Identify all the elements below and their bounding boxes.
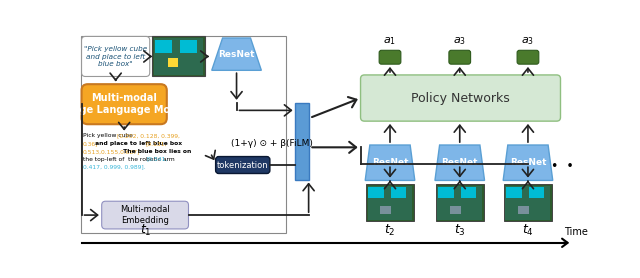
FancyBboxPatch shape xyxy=(360,75,561,121)
Bar xyxy=(368,187,384,198)
Text: 0.513,0.155,0.687]: 0.513,0.155,0.687] xyxy=(83,149,141,154)
Bar xyxy=(154,38,204,75)
Text: tokenization: tokenization xyxy=(217,160,269,170)
FancyBboxPatch shape xyxy=(517,50,539,64)
Text: $a_3$: $a_3$ xyxy=(522,35,534,47)
Text: 0.417, 0.999, 0.989].: 0.417, 0.999, 0.989]. xyxy=(83,164,146,169)
FancyBboxPatch shape xyxy=(216,157,270,173)
Bar xyxy=(506,186,550,220)
Text: ResNet: ResNet xyxy=(509,158,546,167)
Text: $t_1$: $t_1$ xyxy=(140,223,152,238)
FancyBboxPatch shape xyxy=(449,50,470,64)
Text: Time: Time xyxy=(564,227,588,237)
Polygon shape xyxy=(212,38,261,70)
Bar xyxy=(180,39,197,53)
Bar xyxy=(152,36,205,76)
Polygon shape xyxy=(435,145,484,180)
Text: •  •: • • xyxy=(550,160,573,173)
Text: [0.202, 0.128, 0.399,: [0.202, 0.128, 0.399, xyxy=(117,133,180,138)
Text: The blue box lies on: The blue box lies on xyxy=(121,149,191,154)
Text: 0.36]: 0.36] xyxy=(83,141,99,146)
Bar xyxy=(296,103,309,180)
Bar xyxy=(380,206,391,214)
Bar xyxy=(367,186,412,220)
FancyBboxPatch shape xyxy=(81,36,150,76)
Text: "Pick yellow cube
and place to left
blue box": "Pick yellow cube and place to left blue… xyxy=(84,46,147,66)
Text: $a_1$: $a_1$ xyxy=(383,35,397,47)
Text: the top-left of  the robotic arm: the top-left of the robotic arm xyxy=(83,157,175,162)
FancyBboxPatch shape xyxy=(102,201,189,229)
Text: Multi-modal
Embedding: Multi-modal Embedding xyxy=(120,205,170,225)
Text: $t_3$: $t_3$ xyxy=(454,223,466,238)
Bar xyxy=(506,187,522,198)
Text: $t_2$: $t_2$ xyxy=(384,223,396,238)
FancyBboxPatch shape xyxy=(379,50,401,64)
Bar xyxy=(461,187,476,198)
Bar xyxy=(438,187,454,198)
Text: Policy Networks: Policy Networks xyxy=(411,91,510,105)
Bar xyxy=(436,184,484,221)
Text: $t_4$: $t_4$ xyxy=(522,223,534,238)
Bar xyxy=(155,39,172,53)
Text: ResNet: ResNet xyxy=(372,158,408,167)
Bar xyxy=(504,184,552,221)
Bar xyxy=(529,187,544,198)
Bar xyxy=(366,184,414,221)
Text: $a_3$: $a_3$ xyxy=(453,35,467,47)
Text: [0.541,: [0.541, xyxy=(147,157,168,162)
Polygon shape xyxy=(365,145,415,180)
FancyBboxPatch shape xyxy=(81,84,167,124)
Bar xyxy=(391,187,406,198)
Bar xyxy=(450,206,461,214)
Bar xyxy=(81,36,286,233)
Text: (1+γ) ⊙ + β(FiLM): (1+γ) ⊙ + β(FiLM) xyxy=(231,139,313,148)
Text: ResNet: ResNet xyxy=(218,50,255,59)
Bar xyxy=(437,186,482,220)
Text: ResNet: ResNet xyxy=(442,158,478,167)
Text: [0.131,: [0.131, xyxy=(145,141,166,146)
Text: and place to left blue box: and place to left blue box xyxy=(93,141,182,146)
Bar xyxy=(168,58,179,67)
Polygon shape xyxy=(503,145,553,180)
Bar xyxy=(518,206,529,214)
Text: Multi-modal
Large Language Model: Multi-modal Large Language Model xyxy=(61,93,187,115)
Text: Pick yellow cube: Pick yellow cube xyxy=(83,133,135,138)
